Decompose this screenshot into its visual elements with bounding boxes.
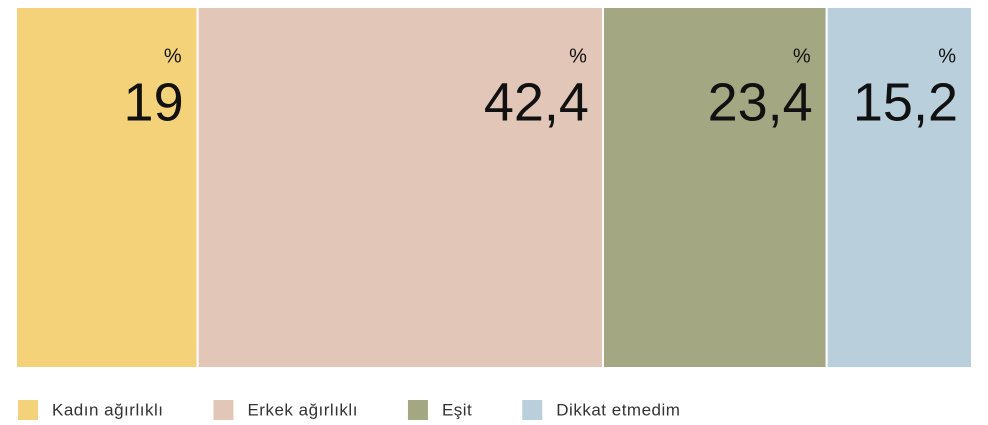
legend-swatch xyxy=(407,400,428,420)
legend-swatch xyxy=(522,400,543,420)
unit-label: % xyxy=(569,45,587,67)
bar-segment xyxy=(196,6,604,369)
bar-segment xyxy=(601,6,828,369)
value-label: 23,4 xyxy=(708,72,813,132)
bar-segment xyxy=(825,6,973,369)
value-label: 15,2 xyxy=(853,72,958,132)
legend-label: Dikkat etmedim xyxy=(556,400,680,419)
legend-label: Erkek ağırlıklı xyxy=(247,400,357,419)
legend-swatch xyxy=(213,400,234,420)
bar-segment xyxy=(15,6,199,369)
unit-label: % xyxy=(793,45,811,67)
legend-label: Eşit xyxy=(442,400,472,419)
legend-label: Kadın ağırlıklı xyxy=(52,400,163,419)
unit-label: % xyxy=(938,45,956,67)
value-label: 42,4 xyxy=(484,72,589,132)
value-label: 19 xyxy=(124,72,184,132)
legend-swatch xyxy=(18,400,38,420)
unit-label: % xyxy=(164,45,182,67)
